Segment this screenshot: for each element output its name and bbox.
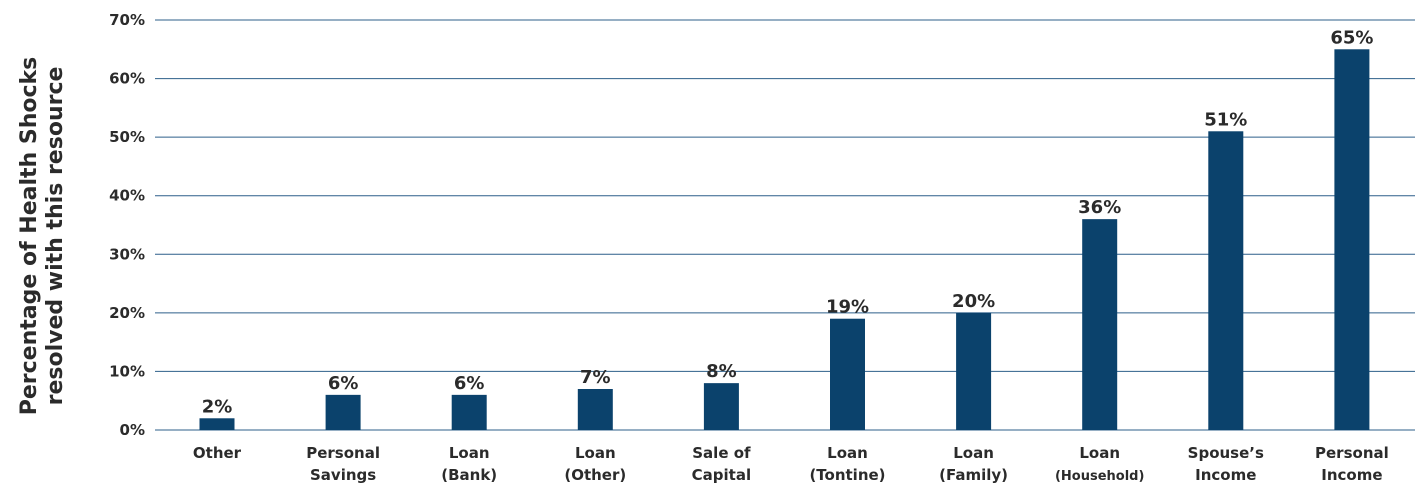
data-label: 2% xyxy=(202,396,233,417)
bar xyxy=(1208,131,1244,431)
data-label: 6% xyxy=(454,373,485,394)
x-tick-label: Savings xyxy=(310,466,376,484)
bar xyxy=(325,394,361,430)
x-tick-label: Income xyxy=(1321,466,1382,484)
y-tick-label: 50% xyxy=(109,128,145,146)
y-tick-label: 20% xyxy=(109,304,145,322)
x-tick-label: (Family) xyxy=(939,466,1008,484)
bar xyxy=(956,312,992,430)
x-tick-label: (Household) xyxy=(1055,469,1144,484)
data-label: 65% xyxy=(1330,27,1373,48)
x-tick-label: Capital xyxy=(692,466,751,484)
x-tick-label: Sale of xyxy=(692,444,751,462)
bar xyxy=(199,418,235,430)
value-labels: 2% 6% 6% 7% 8% 19% 20% 36% 51% 65% xyxy=(202,27,1374,417)
x-axis-categories: Other Personal Savings Loan (Bank) Loan (Other… xyxy=(193,444,1389,484)
bar xyxy=(703,383,739,430)
y-tick-label: 30% xyxy=(109,245,145,263)
x-tick-label: Spouse’s xyxy=(1188,444,1264,462)
x-tick-label: Loan xyxy=(953,444,994,462)
data-label: 8% xyxy=(706,361,737,382)
x-tick-label: Loan xyxy=(827,444,868,462)
y-tick-label: 40% xyxy=(109,187,145,205)
x-tick-label: Income xyxy=(1195,466,1256,484)
bar xyxy=(1082,219,1118,430)
y-tick-label: 70% xyxy=(109,11,145,29)
x-tick-label: Loan xyxy=(575,444,616,462)
data-label: 7% xyxy=(580,367,611,388)
y-axis-label-line-1: Percentage of Health Shocks xyxy=(17,57,42,416)
y-tick-label: 10% xyxy=(109,362,145,380)
bar xyxy=(451,394,487,430)
data-label: 6% xyxy=(328,373,359,394)
x-tick-label: Loan xyxy=(449,444,490,462)
y-tick-label: 0% xyxy=(120,421,145,439)
x-tick-label: Loan xyxy=(1079,444,1120,462)
bar xyxy=(1334,49,1370,431)
data-label: 19% xyxy=(826,297,869,318)
bar xyxy=(577,389,613,430)
x-tick-label: Other xyxy=(193,444,242,462)
y-axis-ticks: 0% 10% 20% 30% 40% 50% 60% 70% xyxy=(109,11,145,439)
y-axis-label: Percentage of Health Shocks resolved wit… xyxy=(17,57,68,416)
x-tick-label: (Other) xyxy=(564,466,626,484)
bars xyxy=(199,49,1370,431)
y-tick-label: 60% xyxy=(109,70,145,88)
x-tick-label: (Bank) xyxy=(441,466,497,484)
data-label: 36% xyxy=(1078,197,1121,218)
x-tick-label: (Tontine) xyxy=(809,466,885,484)
data-label: 20% xyxy=(952,291,995,312)
bar xyxy=(830,318,865,430)
y-axis-label-line-2: resolved with this resource xyxy=(43,67,68,406)
data-label: 51% xyxy=(1204,109,1247,130)
gridlines xyxy=(155,19,1415,431)
x-tick-label: Personal xyxy=(1315,444,1389,462)
x-tick-label: Personal xyxy=(306,444,380,462)
